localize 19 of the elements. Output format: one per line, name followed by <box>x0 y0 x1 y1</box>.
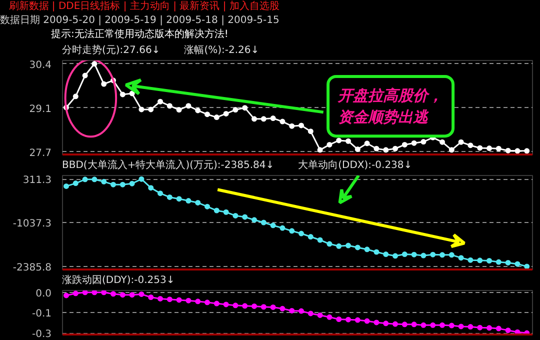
chart-title: 分时走势(元):27.66↓ <box>62 45 160 56</box>
text: 提示:无法正常使用动态版本的解决方法! <box>50 28 230 42</box>
chart-title: BBD(大单流入+特大单流入)(万元):-2385.84↓ <box>62 160 274 171</box>
chart-subtitle: 大单动向(DDX):-0.238↓ <box>298 160 412 171</box>
y-tick-label: 311.3 <box>22 175 52 186</box>
chart-subtitle: 涨幅(%):-2.26↓ <box>184 45 260 56</box>
text: 数据日期 2009-5-20 | 2009-5-19 | 2009-5-18 | 2009-5-15 <box>0 14 280 28</box>
y-tick-label: -0.1 <box>32 308 52 320</box>
annotation: 资金顺势出逃 <box>338 108 430 126</box>
y-tick-label: 29.1 <box>29 104 52 115</box>
y-tick-label: 30.4 <box>29 60 52 71</box>
y-tick-label: -0.3 <box>32 329 52 340</box>
y-tick-label: -1037.3 <box>12 218 52 230</box>
y-tick-label: 27.7 <box>29 148 52 159</box>
y-tick-label: -2385.8 <box>12 262 52 274</box>
text: 刷新数据 | DDE日线指标 | 主力动向 | 最新资讯 | 加入自选股 <box>8 0 280 14</box>
chart-title: 涨跌动因(DDY):-0.253↓ <box>62 275 175 286</box>
y-tick-label: 0.0 <box>36 288 52 300</box>
annotation: 开盘拉高股价， <box>337 86 444 104</box>
